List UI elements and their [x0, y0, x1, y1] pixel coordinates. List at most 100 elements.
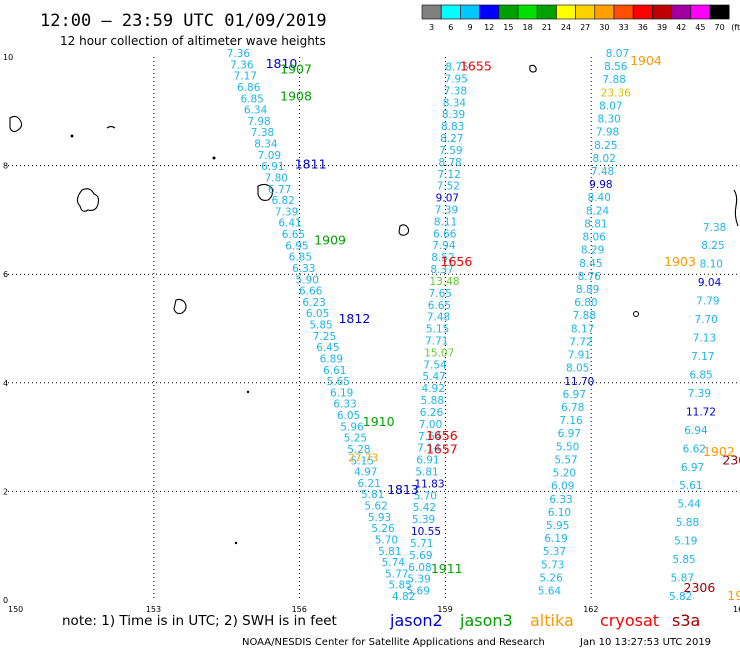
legend-swatch — [517, 4, 538, 20]
swh-value: 7.88 — [602, 74, 625, 86]
swh-value: 6.33 — [333, 399, 356, 411]
swh-value: 7.13 — [693, 333, 716, 345]
swh-value: 5.70 — [375, 534, 398, 546]
island-shape — [398, 224, 410, 236]
pass-time-label: 1656 — [441, 254, 473, 269]
y-tick-label: 8 — [3, 162, 8, 171]
islet-dot — [246, 390, 250, 394]
islet-dot — [70, 134, 74, 138]
legend-tick-label: 6 — [448, 23, 453, 32]
swh-value: 9.98 — [589, 179, 612, 191]
swh-value: 11.70 — [564, 376, 594, 388]
legend-tick-label: 15 — [503, 23, 513, 32]
swh-value: 9.07 — [436, 193, 459, 205]
swh-value: 8.25 — [701, 240, 724, 252]
swh-value: 7.98 — [247, 116, 270, 128]
footer-credit: NOAA/NESDIS Center for Satellite Applica… — [242, 637, 545, 648]
swh-value: 8.02 — [593, 153, 616, 165]
swh-value: 5.95 — [546, 520, 569, 532]
swh-value: 5.85 — [388, 580, 411, 592]
swh-value: 7.72 — [569, 336, 592, 348]
swh-value: 8.78 — [438, 157, 461, 169]
island-coastlines — [9, 64, 739, 545]
swh-value: 5.39 — [407, 574, 430, 586]
swh-value: 8.76 — [578, 271, 602, 283]
swh-value: 7.71 — [425, 335, 448, 347]
swh-value: 7.94 — [432, 240, 456, 252]
swh-value: 8.24 — [586, 205, 610, 217]
swh-value: 5.82 — [669, 591, 692, 603]
swh-value: 5.57 — [554, 454, 577, 466]
swh-value: 5.93 — [368, 512, 391, 524]
swh-value: 8.39 — [442, 109, 465, 121]
swh-value: 5.26 — [539, 572, 563, 584]
swh-value: 8.10 — [700, 259, 723, 271]
swh-value: 5.15 — [351, 455, 374, 467]
swh-value: 7.17 — [234, 71, 257, 83]
swh-value: 13.48 — [429, 276, 459, 288]
swh-value: 5.70 — [414, 490, 437, 502]
swh-value: 5.69 — [407, 586, 430, 598]
track-b: 8.757.957.388.348.398.838.277.598.787.12… — [407, 62, 469, 598]
x-tick-label: 156 — [292, 605, 307, 614]
swh-value: 7.64 — [418, 431, 442, 443]
legend-swatch — [632, 4, 653, 20]
swh-value: 7.70 — [694, 314, 717, 326]
legend-tick-label: 39 — [657, 23, 667, 32]
pass-time-label: 1656 — [426, 428, 458, 443]
swh-value: 7.39 — [688, 388, 711, 400]
swh-value: 8.45 — [579, 258, 602, 270]
swh-value: 8.34 — [254, 139, 278, 151]
pass-time-label: 1811 — [295, 156, 327, 171]
swh-value: 5.39 — [412, 514, 435, 526]
satellite-legend-item: jason3 — [459, 611, 513, 630]
islet-dot — [234, 541, 238, 545]
swh-value: 7.36 — [230, 59, 254, 71]
swh-value: 5.15 — [426, 324, 449, 336]
swh-value: 15.07 — [424, 347, 454, 359]
legend-swatch — [479, 4, 500, 20]
swh-value: 5.44 — [677, 499, 701, 511]
swh-value: 6.77 — [268, 184, 291, 196]
swh-value: 5.81 — [378, 546, 401, 558]
swh-value: 7.09 — [258, 150, 281, 162]
swh-value: 10.55 — [411, 526, 441, 538]
swh-value: 6.65 — [282, 229, 305, 241]
islet-dot — [633, 311, 639, 317]
swh-value: 6.95 — [285, 240, 308, 252]
satellite-legend-item: jason2 — [389, 611, 443, 630]
pass-time-label: 230 — [722, 452, 740, 467]
page-subtitle: 12 hour collection of altimeter wave hei… — [60, 34, 326, 48]
satellite-legend: jason2 jason3 altika cryosat s3a — [389, 611, 700, 630]
swh-value: 6.85 — [689, 369, 712, 381]
legend-swatch — [709, 4, 730, 20]
swh-value: 6.66 — [299, 286, 323, 298]
swh-value: 8.27 — [440, 133, 463, 145]
swh-value: 5.85 — [309, 320, 332, 332]
legend-swatch — [671, 4, 692, 20]
swh-value: 7.95 — [445, 73, 468, 85]
swh-value: 8.25 — [594, 140, 617, 152]
footer-note: note: 1) Time is in UTC; 2) SWH is in fe… — [62, 613, 337, 629]
swh-value: 8.07 — [606, 48, 629, 60]
x-tick-label: 165 — [733, 605, 740, 614]
swh-value: 8.37 — [430, 264, 453, 276]
swh-value: 7.48 — [591, 166, 614, 178]
legend-unit: (ft) — [731, 23, 740, 32]
x-tick-label: 159 — [437, 605, 452, 614]
track-d: 7.38 8.25 8.10 9.04 7.79 7.70 7.13 7.17 6.85 7.39… — [669, 222, 726, 603]
x-tick-label: 153 — [146, 605, 161, 614]
swh-value: 11.72 — [686, 406, 716, 418]
legend-swatch — [440, 4, 461, 20]
swh-value: 5.73 — [541, 559, 564, 571]
swh-value: 5.62 — [364, 501, 387, 513]
swh-value: 5.87 — [671, 573, 694, 585]
swh-value: 5.61 — [679, 480, 702, 492]
legend-tick-label: 42 — [676, 23, 686, 32]
swh-value: 6.85 — [240, 93, 263, 105]
legend-swatch — [536, 4, 557, 20]
swh-value: 7.48 — [427, 312, 450, 324]
lat-lon-grid — [8, 57, 737, 600]
